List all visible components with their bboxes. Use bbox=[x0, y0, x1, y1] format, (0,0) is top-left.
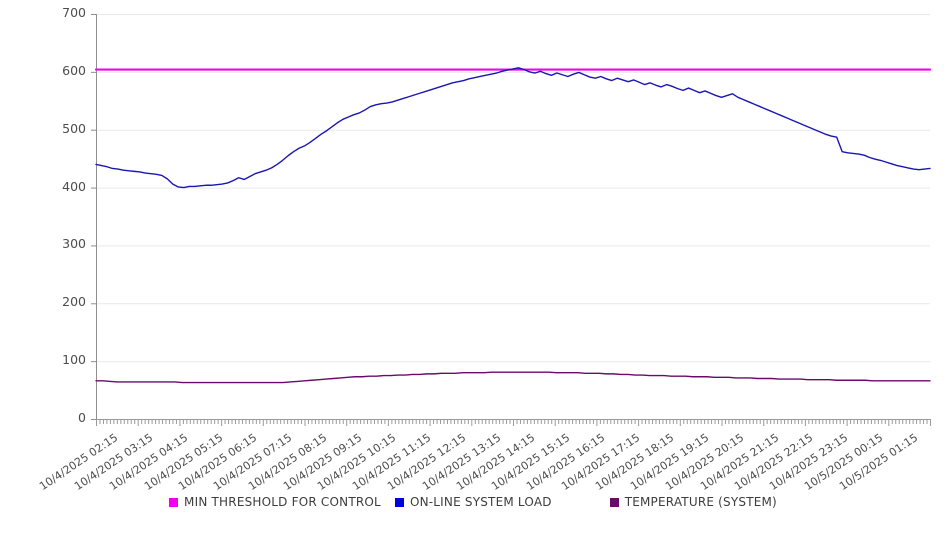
legend-label-temperature: TEMPERATURE (SYSTEM) bbox=[624, 495, 777, 509]
chart-page: 700 600 500 400 300 200 100 0 10/4/2025 02:15 10… bbox=[0, 5, 946, 509]
axis-group bbox=[91, 14, 97, 420]
y-axis-tick-label: 500 bbox=[62, 120, 86, 136]
y-axis-tick-label: 300 bbox=[62, 236, 86, 252]
legend-swatch-online-system-load bbox=[394, 497, 404, 507]
y-axis-tick-label: 200 bbox=[62, 294, 86, 310]
legend-item-temperature[interactable]: TEMPERATURE (SYSTEM) bbox=[609, 495, 777, 509]
series-line-2 bbox=[95, 371, 931, 384]
legend-swatch-min-threshold bbox=[169, 497, 179, 507]
line-chart-canvas bbox=[91, 14, 932, 426]
legend-item-online-system-load[interactable]: ON-LINE SYSTEM LOAD bbox=[394, 495, 552, 509]
legend-item-min-threshold[interactable]: MIN THRESHOLD FOR CONTROL bbox=[169, 495, 381, 509]
series-group bbox=[94, 67, 932, 384]
y-axis-tick-label: 400 bbox=[62, 178, 86, 194]
legend-label-min-threshold: MIN THRESHOLD FOR CONTROL bbox=[184, 495, 381, 509]
chart-legend: MIN THRESHOLD FOR CONTROL ON-LINE SYSTEM… bbox=[0, 495, 946, 509]
y-axis-tick-label: 600 bbox=[62, 62, 86, 78]
y-axis-tick-label: 700 bbox=[62, 5, 86, 20]
series-line-1 bbox=[95, 67, 931, 189]
gridline-group bbox=[96, 14, 930, 420]
y-axis-tick-label: 100 bbox=[62, 352, 86, 368]
legend-label-online-system-load: ON-LINE SYSTEM LOAD bbox=[409, 495, 552, 509]
y-axis-tick-label: 0 bbox=[78, 410, 86, 425]
legend-swatch-temperature bbox=[609, 497, 619, 507]
x-minor-tick-group bbox=[96, 419, 931, 426]
